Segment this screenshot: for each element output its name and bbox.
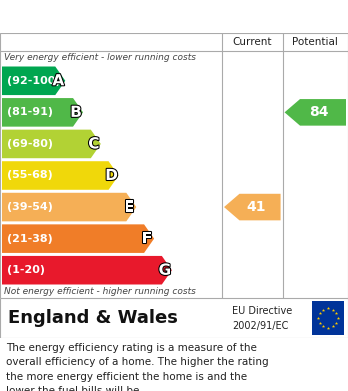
Text: England & Wales: England & Wales xyxy=(8,309,178,327)
Polygon shape xyxy=(2,130,101,158)
Polygon shape xyxy=(285,99,346,126)
Text: Very energy efficient - lower running costs: Very energy efficient - lower running co… xyxy=(4,54,196,63)
Text: E: E xyxy=(124,199,135,215)
Text: B: B xyxy=(70,105,82,120)
Text: A: A xyxy=(53,73,64,88)
Text: C: C xyxy=(88,136,100,151)
Text: (55-68): (55-68) xyxy=(7,170,53,181)
Text: (92-100): (92-100) xyxy=(7,76,61,86)
Polygon shape xyxy=(2,66,65,95)
Text: Current: Current xyxy=(232,37,272,47)
Polygon shape xyxy=(2,161,119,190)
Text: (21-38): (21-38) xyxy=(7,234,53,244)
Text: (69-80): (69-80) xyxy=(7,139,53,149)
Text: Not energy efficient - higher running costs: Not energy efficient - higher running co… xyxy=(4,287,196,296)
Text: D: D xyxy=(105,168,118,183)
Text: (39-54): (39-54) xyxy=(7,202,53,212)
Polygon shape xyxy=(224,194,280,221)
Polygon shape xyxy=(2,224,154,253)
Text: Potential: Potential xyxy=(292,37,338,47)
Polygon shape xyxy=(2,256,172,285)
Text: EU Directive: EU Directive xyxy=(232,306,292,316)
Polygon shape xyxy=(2,98,83,127)
Text: (1-20): (1-20) xyxy=(7,265,45,275)
Text: F: F xyxy=(142,231,152,246)
Text: G: G xyxy=(159,263,171,278)
Bar xyxy=(312,301,344,335)
Text: Energy Efficiency Rating: Energy Efficiency Rating xyxy=(10,10,232,25)
Text: (81-91): (81-91) xyxy=(7,108,53,117)
Text: The energy efficiency rating is a measure of the
overall efficiency of a home. T: The energy efficiency rating is a measur… xyxy=(6,343,269,391)
Text: 84: 84 xyxy=(309,105,329,119)
Polygon shape xyxy=(2,193,136,221)
Text: 41: 41 xyxy=(246,200,266,214)
Text: 2002/91/EC: 2002/91/EC xyxy=(232,321,288,331)
